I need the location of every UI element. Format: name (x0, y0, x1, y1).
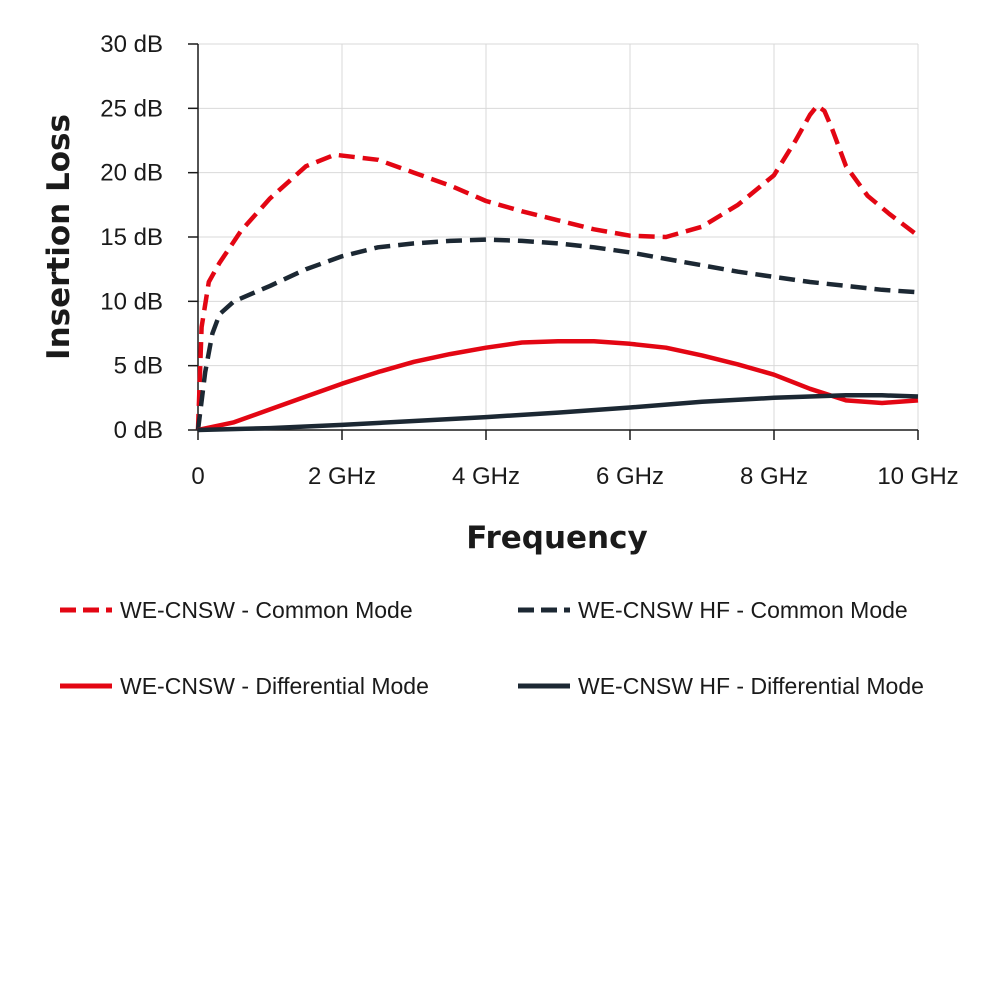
axes (188, 43, 919, 440)
legend-item: WE-CNSW HF - Differential Mode (518, 673, 924, 699)
legend-label: WE-CNSW HF - Differential Mode (578, 673, 924, 699)
legend-label: WE-CNSW - Common Mode (120, 597, 413, 623)
y-tick-label: 25 dB (100, 95, 163, 122)
x-tick-label: 6 GHz (596, 463, 664, 490)
x-axis-title: Frequency (466, 520, 647, 556)
y-tick-label: 0 dB (114, 417, 163, 444)
y-tick-label: 30 dB (100, 31, 163, 58)
series-lines (195, 103, 920, 433)
tick-labels: 0 dB 5 dB 10 dB 15 dB 20 dB 25 dB 30 dB 0 2 GHz 4… (100, 31, 958, 490)
y-tick-label: 5 dB (114, 353, 163, 380)
grid (198, 43, 919, 430)
x-tick-label: 4 GHz (452, 463, 520, 490)
legend-item: WE-CNSW - Differential Mode (60, 673, 429, 699)
legend-label: WE-CNSW HF - Common Mode (578, 597, 908, 623)
series-line-4 (197, 393, 919, 433)
legend-item: WE-CNSW - Common Mode (60, 597, 413, 623)
y-tick-label: 20 dB (100, 160, 163, 187)
series-line-1 (195, 103, 920, 431)
x-tick-label: 10 GHz (877, 463, 958, 490)
x-tick-label: 0 (191, 463, 204, 490)
y-tick-label: 15 dB (100, 224, 163, 251)
y-tick-label: 10 dB (100, 288, 163, 315)
x-tick-label: 2 GHz (308, 463, 376, 490)
legend: WE-CNSW - Common Mode WE-CNSW HF - Common… (60, 597, 924, 699)
series-line-2 (195, 237, 919, 431)
y-axis-title: Insertion Loss (41, 114, 77, 360)
legend-item: WE-CNSW HF - Common Mode (518, 597, 908, 623)
legend-label: WE-CNSW - Differential Mode (120, 673, 429, 699)
x-tick-label: 8 GHz (740, 463, 808, 490)
series-line-3 (197, 338, 919, 433)
